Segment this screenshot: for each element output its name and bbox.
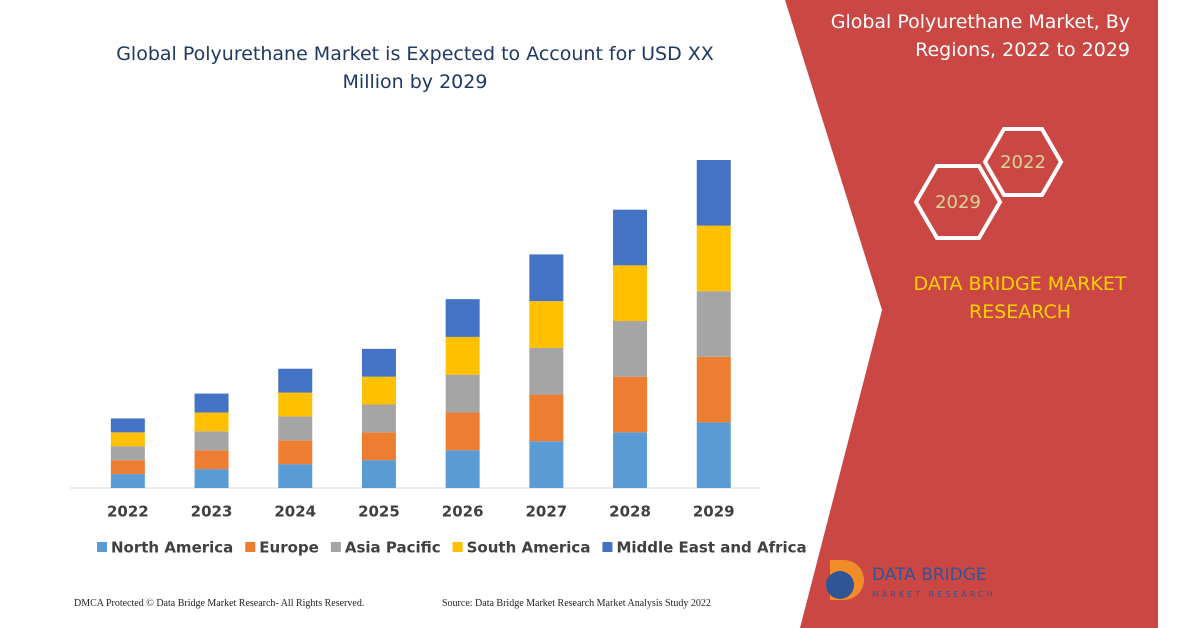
bar-segment xyxy=(445,412,480,451)
footer-left: DMCA Protected © Data Bridge Market Rese… xyxy=(74,598,365,609)
side-panel xyxy=(785,0,1158,628)
bar-segment xyxy=(696,291,731,357)
bar-segment xyxy=(110,460,145,475)
bar-segment xyxy=(445,374,480,413)
logo-name: DATA BRIDGE xyxy=(872,565,987,585)
chart-title: Global Polyurethane Market is Expected t… xyxy=(116,43,714,93)
bar-segment xyxy=(613,265,648,322)
bar-segment xyxy=(696,160,731,226)
legend-swatch xyxy=(452,542,463,552)
bar-segment xyxy=(361,376,396,405)
legend-swatch xyxy=(602,542,613,552)
footer-right: Source: Data Bridge Market Research Mark… xyxy=(442,598,711,609)
bar-segment xyxy=(110,474,145,488)
bar-segment xyxy=(110,432,145,447)
x-tick-label: 2026 xyxy=(442,503,484,521)
legend-label: South America xyxy=(467,539,591,557)
bar-segment xyxy=(361,460,396,488)
bar-segment xyxy=(194,412,229,432)
bar-segment xyxy=(696,225,731,292)
x-tick-label: 2025 xyxy=(358,503,400,521)
bar-segment xyxy=(445,299,480,337)
bar-segment xyxy=(613,376,648,433)
legend-swatch xyxy=(330,542,341,552)
bar-segment xyxy=(194,431,229,451)
x-tick-label: 2024 xyxy=(274,503,316,521)
bar-segment xyxy=(613,209,648,266)
bar-segment xyxy=(361,404,396,433)
logo-mark xyxy=(826,571,854,599)
x-tick-label: 2029 xyxy=(693,503,735,521)
logo-tagline: MARKET RESEARCH xyxy=(872,590,996,599)
bar-segment xyxy=(278,464,313,488)
plot: 2022 2023 2024 2025 2026 2027 2028 2029 North Am… xyxy=(97,160,807,557)
bar-segment xyxy=(194,450,229,470)
bar-segment xyxy=(278,440,313,465)
bar-segment xyxy=(529,441,564,488)
hexagon-label: 2022 xyxy=(1000,152,1046,173)
bar-segment xyxy=(445,336,480,375)
bar-segment xyxy=(529,347,564,395)
bar-segment xyxy=(696,356,731,423)
brand: DATA BRIDGE MARKET RESEARCH xyxy=(913,273,1127,323)
bar-segment xyxy=(529,394,564,442)
legend-label: North America xyxy=(111,539,233,557)
bar-segment xyxy=(529,301,564,348)
side-title: Global Polyurethane Market, By Regions, … xyxy=(830,11,1130,61)
hexagon-label: 2029 xyxy=(935,192,981,213)
bar-segment xyxy=(278,416,313,441)
legend-swatch xyxy=(245,542,256,552)
bar-segment xyxy=(529,254,564,302)
x-tick-label: 2022 xyxy=(107,503,149,521)
bar-segment xyxy=(278,392,313,417)
bar-segment xyxy=(110,446,145,461)
bar-segment xyxy=(194,393,229,413)
hexagon xyxy=(982,127,1064,197)
bar-segment xyxy=(445,450,480,488)
x-tick-label: 2028 xyxy=(609,503,651,521)
bar-segment xyxy=(696,422,731,488)
x-tick-label: 2023 xyxy=(191,503,233,521)
bar-segment xyxy=(613,432,648,488)
legend-label: Middle East and Africa xyxy=(616,539,806,557)
bar-segment xyxy=(613,321,648,377)
legend-label: Europe xyxy=(259,539,319,557)
legend-label: Asia Pacific xyxy=(345,539,441,557)
hexagon xyxy=(913,164,1003,240)
bar-segment xyxy=(278,368,313,393)
legend-swatch xyxy=(97,542,107,552)
bar-segment xyxy=(110,418,145,433)
bar-segment xyxy=(361,348,396,377)
bar-segment xyxy=(194,469,229,488)
x-tick-label: 2027 xyxy=(525,503,567,521)
bar-segment xyxy=(361,432,396,461)
